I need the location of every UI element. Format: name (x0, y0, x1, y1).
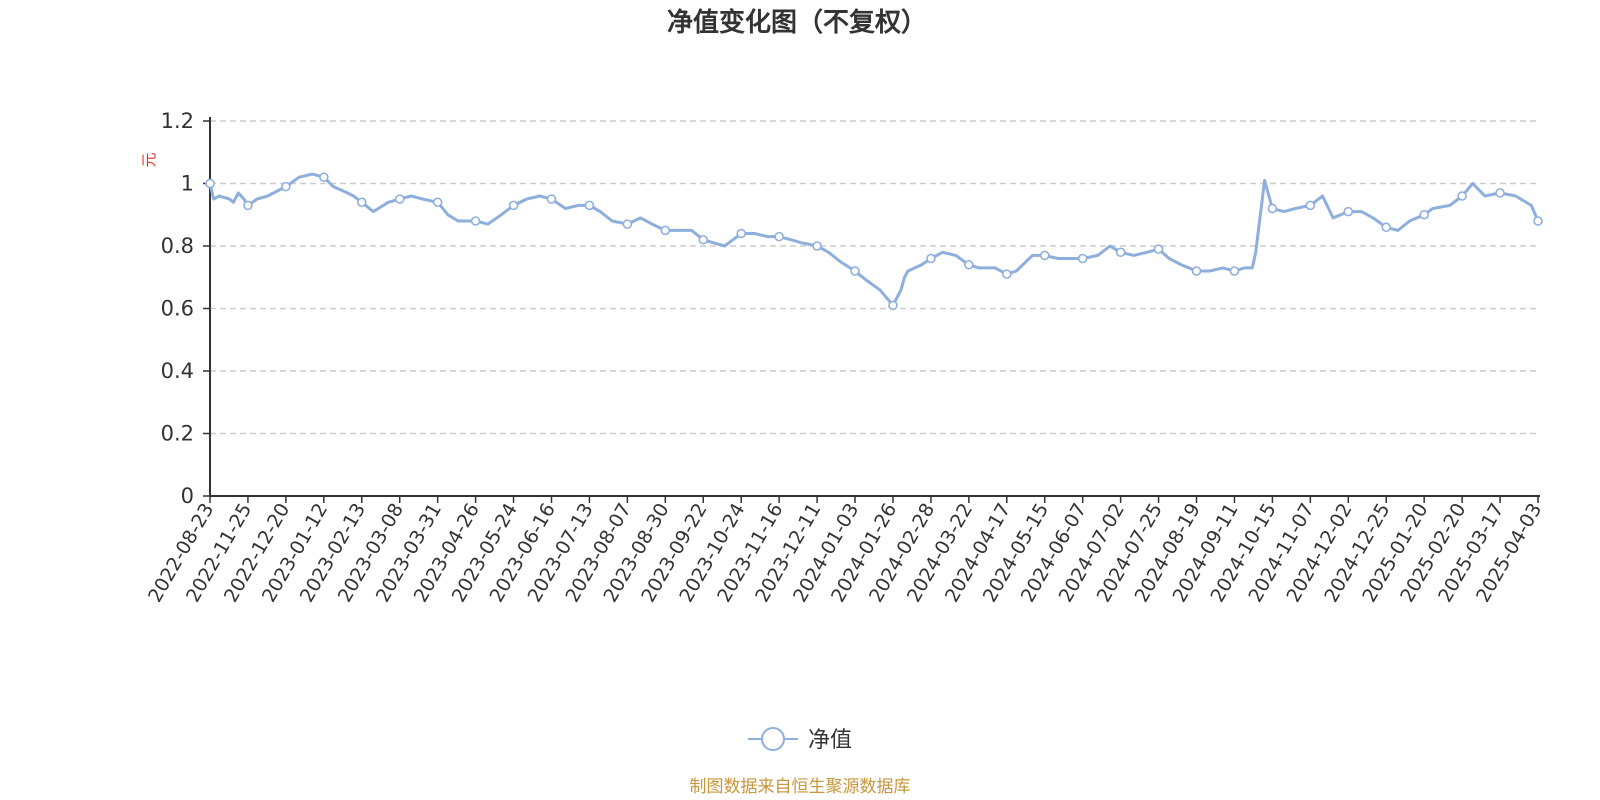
data-point-marker (584, 200, 595, 211)
data-point-marker (1343, 206, 1354, 217)
legend[interactable]: 净值 (748, 727, 852, 753)
data-point-marker (926, 253, 936, 264)
data-point-marker (508, 200, 519, 211)
data-point-marker (432, 197, 443, 208)
data-point-marker (1001, 269, 1012, 279)
y-tick-label: 0.4 (161, 359, 194, 383)
data-point-marker (546, 194, 557, 204)
data-point-marker (1381, 222, 1392, 233)
series-line-nav (208, 172, 1540, 307)
data-point-marker (964, 259, 974, 270)
y-tick-label: 0.6 (161, 297, 194, 321)
axes (203, 117, 1540, 503)
series-nav (208, 172, 1540, 307)
data-point-marker (1191, 266, 1202, 276)
data-point-marker (736, 228, 747, 239)
data-point-marker (281, 181, 291, 192)
data-point-marker (1115, 247, 1126, 258)
data-point-marker (470, 216, 481, 226)
x-tick-labels: 2022-08-232022-11-252022-12-202023-01-12… (144, 499, 1546, 606)
source-note: 制图数据来自恒生聚源数据库 (690, 777, 911, 797)
gridlines (210, 120, 1538, 435)
data-point-marker (660, 225, 671, 236)
data-point-marker (1229, 266, 1240, 276)
y-tick-label: 0.2 (161, 422, 194, 446)
data-point-marker (1077, 253, 1088, 264)
data-point-marker (622, 219, 633, 229)
series-markers (205, 172, 1543, 311)
y-tick-label: 0 (181, 484, 194, 508)
legend-circle-icon (761, 727, 785, 751)
y-axis-unit: 元 (140, 152, 158, 167)
data-point-marker (205, 178, 215, 189)
data-point-marker (1457, 191, 1467, 201)
data-point-marker (888, 300, 898, 311)
chart-title: 净值变化图（不复权） (667, 7, 927, 38)
data-point-marker (319, 172, 329, 183)
data-point-marker (1153, 244, 1164, 254)
data-point-marker (1305, 200, 1316, 211)
legend-label: 净值 (808, 728, 852, 753)
data-point-marker (243, 200, 253, 211)
data-point-marker (1419, 209, 1429, 220)
data-point-marker (1533, 216, 1543, 226)
y-tick-label: 1 (181, 172, 194, 196)
data-point-marker (1495, 188, 1505, 198)
data-point-marker (356, 197, 367, 208)
data-point-marker (698, 234, 709, 245)
y-tick-label: 0.8 (161, 234, 194, 258)
data-point-marker (394, 194, 405, 204)
data-point-marker (1267, 203, 1278, 214)
data-point-marker (1039, 250, 1050, 261)
data-point-marker (774, 231, 784, 242)
y-tick-labels: 0 0.2 0.4 0.6 0.8 1 1.2 (161, 109, 194, 508)
data-point-marker (850, 266, 860, 276)
data-point-marker (812, 241, 822, 251)
y-tick-label: 1.2 (161, 109, 194, 133)
